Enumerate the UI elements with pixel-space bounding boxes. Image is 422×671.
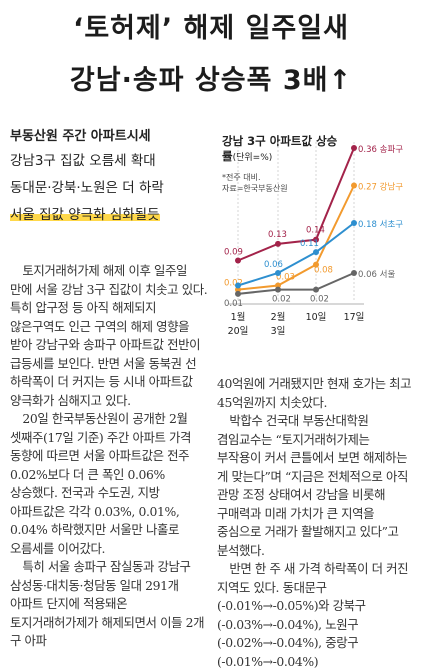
point-서울-4 [351, 270, 357, 276]
point-강남구-4 [351, 182, 357, 189]
chart-footnote: *전주 대비. [222, 173, 261, 182]
point-서울-3 [313, 286, 319, 293]
point-서초구-4 [351, 220, 357, 226]
paragraph-3: 특히 서울 송파구 잠실동과 강남구 삼성동·대치동·청담동 일대 291개 아… [10, 559, 205, 648]
point-송파구-2 [275, 240, 281, 247]
x-tick-label-2: 2월 [271, 311, 286, 323]
data-label-강남구-1: 0.02 [224, 279, 243, 289]
point-송파구-3 [313, 236, 319, 243]
chart-source: 자료=한국부동산원 [222, 184, 288, 193]
section-title: 부동산원 주간 아파트시세 [10, 129, 151, 144]
point-서울-1 [235, 290, 241, 297]
point-서초구-3 [313, 249, 319, 256]
paragraph-2: 20일 한국부동산원이 공개한 2월 셋째주(17일 기준) 주간 아파트 가격… [10, 411, 191, 556]
paragraph-4: 40억원에 거래됐지만 현재 호가는 최고 45억원까지 치솟았다. [217, 376, 412, 410]
data-label-서울-1: 0.01 [224, 299, 243, 309]
headline-line-1: ‘토허제’ 해제 일주일새 [73, 13, 349, 44]
data-label-강남구-2: 0.03 [276, 273, 295, 283]
data-label-서울-4: 0.06 서울 [358, 270, 395, 280]
paragraph-5: 박합수 건국대 부동산대학원 겸임교수는 “토지거래허가제는 부작용이 커서 큰… [217, 413, 409, 558]
point-서초구-1 [235, 282, 241, 289]
line-chart: 0.09 0.13 0.14 0.36 송파구 0.02 0.03 0.08 0.27 강남구… [224, 142, 403, 337]
article-left-column: 토지거래허가제 해제 이후 일주일 만에 서울 강남 3구 집값이 치솟고 있다… [10, 262, 210, 651]
point-송파구-1 [235, 257, 241, 264]
series-line-서울 [237, 272, 355, 295]
x-tick-label-2-line2: 3일 [271, 326, 286, 337]
chart-title: 강남 3구 아파트값 상승률(단위=%) [222, 134, 347, 166]
data-label-서초구-4: 0.18 서초구 [358, 220, 403, 230]
x-tick-label-4: 17일 [344, 312, 365, 323]
series-line-강남구 [237, 185, 355, 291]
series-line-송파구 [237, 147, 355, 262]
data-label-송파구-3: 0.14 [306, 226, 325, 236]
chart-title-text: 강남 3구 아파트값 상승률 [222, 134, 338, 163]
data-label-송파구-4: 0.36 송파구 [358, 145, 403, 155]
subhead-3: 서울 집값 양극화 심화될듯 [10, 202, 215, 229]
paragraph-6: 반면 한 주 새 가격 하락폭이 더 커진 지역도 있다. 동대문구(-0.01… [217, 561, 409, 669]
data-label-강남구-3: 0.08 [314, 266, 333, 276]
subheads: 강남3구 집값 오름세 확대 동대문·강북·노원은 더 하락 서울 집값 양극화… [10, 148, 215, 229]
point-강남구-1 [235, 286, 241, 293]
subhead-2: 동대문·강북·노원은 더 하락 [10, 180, 164, 196]
paragraph-1: 토지거래허가제 해제 이후 일주일 만에 서울 강남 3구 집값이 치솟고 있다… [10, 263, 208, 408]
point-서울-2 [275, 286, 281, 293]
x-tick-label-3: 10일 [306, 312, 327, 323]
data-label-송파구-2: 0.13 [268, 230, 287, 240]
data-label-서울-3: 0.02 [310, 295, 329, 305]
subhead-3-text: 서울 집값 양극화 심화될듯 [10, 207, 160, 223]
point-강남구-3 [313, 261, 319, 268]
subhead-1: 강남3구 집값 오름세 확대 [10, 153, 156, 169]
point-서초구-2 [275, 270, 281, 276]
chart-note: *전주 대비. 자료=한국부동산원 [222, 172, 288, 194]
series-line-서초구 [237, 222, 355, 287]
chart-unit: (단위=%) [232, 153, 273, 163]
headline-line-2: 강남·송파 상승폭 3배↑ [69, 65, 353, 96]
point-강남구-2 [275, 282, 281, 289]
point-송파구-4 [351, 145, 357, 151]
data-label-서울-2: 0.02 [272, 295, 291, 305]
data-label-강남구-4: 0.27 강남구 [358, 182, 403, 193]
article-right-column: 40억원에 거래됐지만 현재 호가는 최고 45억원까지 치솟았다. 박합수 건… [217, 375, 415, 671]
data-label-서초구-3: 0.11 [300, 239, 319, 249]
x-tick-label-1-line2: 20일 [228, 326, 249, 337]
data-label-서초구-2: 0.06 [264, 260, 283, 270]
x-tick-label-1: 1월 [231, 311, 246, 323]
data-label-송파구-1: 0.09 [224, 248, 243, 258]
